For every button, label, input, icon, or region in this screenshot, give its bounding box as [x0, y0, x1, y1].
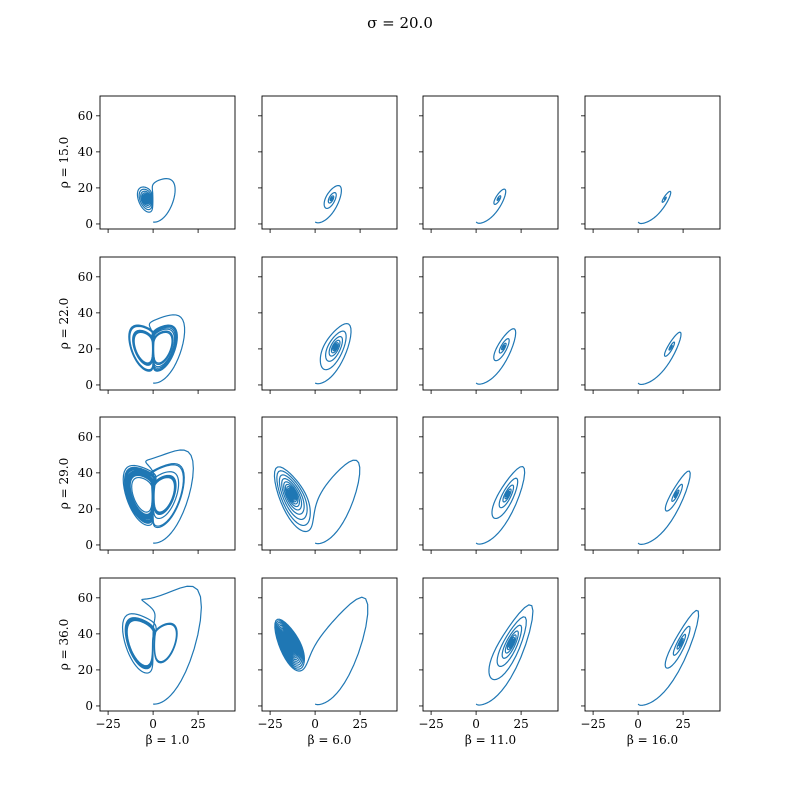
y-tick-label: 40	[78, 145, 93, 159]
trajectory-line	[637, 190, 672, 225]
trajectory-line	[314, 322, 352, 385]
axes-frame	[99, 95, 236, 230]
y-tick-label: 40	[78, 627, 93, 641]
subplot-rho29-beta6	[258, 416, 398, 554]
x-tick-label: 25	[190, 717, 205, 731]
y-tick-label: 20	[78, 502, 93, 516]
y-tick-label: 60	[78, 430, 93, 444]
x-axis-label: β = 1.0	[146, 733, 190, 747]
subplot-rho15-beta16	[581, 95, 721, 233]
subplot-rho36-beta6: −25 0 25β = 6.0	[257, 577, 398, 747]
subplot-rho22-beta1: 0 20 40 60 ρ = 22.0	[57, 256, 236, 394]
axes-frame	[261, 577, 398, 712]
axes-frame	[422, 95, 559, 230]
y-tick-label: 20	[78, 342, 93, 356]
trajectory-line	[637, 609, 700, 706]
x-tick-label: 25	[352, 717, 367, 731]
subplot-rho22-beta11	[419, 256, 559, 394]
subplot-rho22-beta6	[258, 256, 398, 394]
y-tick-label: 60	[78, 591, 93, 605]
subplot-rho29-beta16	[581, 416, 721, 554]
x-tick-label: −25	[418, 717, 443, 731]
axes-frame	[584, 416, 721, 551]
subplot-rho22-beta16	[581, 256, 721, 394]
y-tick-label: 0	[85, 217, 93, 231]
y-axis-label: ρ = 22.0	[57, 298, 71, 349]
axes-frame	[422, 416, 559, 551]
y-tick-label: 60	[78, 109, 93, 123]
y-tick-label: 20	[78, 181, 93, 195]
trajectory-line	[475, 188, 507, 224]
subplot-rho36-beta11: −25 0 25 β = 11.0	[418, 577, 559, 747]
trajectory-line	[637, 331, 682, 386]
axes-frame	[422, 256, 559, 391]
trajectory-line	[475, 604, 534, 706]
axes-frame	[99, 416, 236, 551]
subplot-rho29-beta11	[419, 416, 559, 554]
x-tick-label: 25	[675, 717, 690, 731]
y-axis-label: ρ = 36.0	[57, 619, 71, 670]
y-tick-label: 40	[78, 466, 93, 480]
axes-frame	[99, 577, 236, 712]
x-tick-label: −25	[580, 717, 605, 731]
x-tick-label: 0	[311, 717, 319, 731]
trajectory-line	[637, 470, 691, 545]
y-tick-label: 20	[78, 663, 93, 677]
axes-frame	[261, 416, 398, 551]
x-axis-label: β = 16.0	[627, 733, 678, 747]
x-tick-label: −25	[95, 717, 120, 731]
x-tick-label: −25	[257, 717, 282, 731]
axes-frame	[99, 256, 236, 391]
x-tick-label: 0	[634, 717, 642, 731]
subplot-rho15-beta1: 0 20 40 60 ρ = 15.0	[57, 95, 236, 233]
trajectory-line	[274, 596, 369, 706]
x-tick-label: 25	[513, 717, 528, 731]
axes-frame	[584, 577, 721, 712]
trajectory-line	[121, 585, 202, 705]
axes-frame	[261, 256, 398, 391]
y-tick-label: 40	[78, 306, 93, 320]
x-tick-label: 0	[472, 717, 480, 731]
axes-frame	[261, 95, 398, 230]
subplot-rho15-beta6	[258, 95, 398, 233]
y-tick-label: 0	[85, 538, 93, 552]
x-axis-label: β = 6.0	[308, 733, 352, 747]
y-tick-label: 60	[78, 270, 93, 284]
trajectory-line	[122, 449, 194, 544]
y-axis-label: ρ = 15.0	[57, 137, 71, 188]
y-tick-label: 0	[85, 699, 93, 713]
trajectory-line	[314, 184, 342, 224]
trajectory-line	[136, 178, 176, 223]
y-axis-label: ρ = 29.0	[57, 458, 71, 509]
axes-frame	[584, 95, 721, 230]
subplot-rho15-beta11	[419, 95, 559, 233]
y-tick-label: 0	[85, 378, 93, 392]
trajectory-line	[273, 459, 361, 545]
trajectory-line	[128, 314, 186, 384]
x-axis-label: β = 11.0	[465, 733, 516, 747]
axes-frame	[422, 577, 559, 712]
figure-title: σ = 20.0	[367, 14, 433, 32]
x-tick-label: 0	[149, 717, 157, 731]
subplot-rho29-beta1: 0 20 40 60 ρ = 29.0	[57, 416, 236, 554]
subplot-rho36-beta16: −25 0 25 β = 16.0	[580, 577, 721, 747]
axes-frame	[584, 256, 721, 391]
trajectory-line	[475, 328, 517, 385]
trajectory-line	[475, 465, 526, 545]
